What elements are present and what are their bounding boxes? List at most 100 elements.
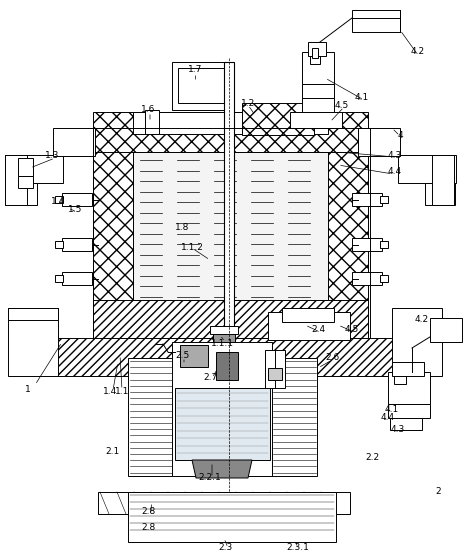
Text: 4.4: 4.4 — [388, 167, 402, 176]
Text: 2.2: 2.2 — [365, 454, 379, 463]
Text: 1.5: 1.5 — [68, 205, 82, 214]
Text: 4.4: 4.4 — [381, 413, 395, 422]
Text: 2.8: 2.8 — [141, 522, 155, 532]
Bar — [430, 318, 462, 342]
Bar — [178, 68, 224, 103]
Text: 2.7: 2.7 — [203, 373, 217, 382]
Bar — [388, 372, 430, 404]
Bar — [432, 155, 454, 205]
Bar — [290, 112, 342, 128]
Bar — [98, 492, 350, 514]
Bar — [128, 358, 173, 476]
Bar — [8, 308, 58, 320]
Bar — [178, 514, 286, 542]
Bar — [392, 362, 424, 376]
Text: 4: 4 — [397, 131, 403, 140]
Text: 2.6: 2.6 — [325, 354, 339, 363]
Text: 4.5: 4.5 — [335, 100, 349, 109]
Text: 4.1: 4.1 — [355, 94, 369, 103]
Text: 2: 2 — [435, 488, 441, 497]
Bar — [394, 376, 406, 384]
Bar — [282, 308, 334, 322]
Bar — [93, 112, 368, 152]
Bar — [265, 350, 285, 388]
Text: 1.8: 1.8 — [175, 224, 189, 233]
Bar — [128, 492, 336, 542]
Bar — [352, 193, 382, 206]
Text: 1: 1 — [25, 386, 31, 395]
Text: 4.1: 4.1 — [385, 406, 399, 415]
Text: 2.4: 2.4 — [311, 325, 325, 334]
Text: 1.3: 1.3 — [45, 151, 59, 160]
Bar — [172, 62, 230, 110]
Text: 4.3: 4.3 — [388, 151, 402, 160]
Bar — [18, 176, 33, 188]
Text: 2.8: 2.8 — [141, 507, 155, 517]
Bar — [216, 352, 238, 380]
Bar — [5, 155, 27, 205]
Bar — [53, 128, 95, 156]
Bar — [62, 238, 92, 251]
Bar — [425, 183, 455, 205]
Bar — [302, 98, 334, 112]
Bar — [398, 155, 456, 183]
Bar — [308, 42, 326, 56]
Bar — [328, 128, 368, 338]
Bar — [310, 56, 320, 64]
Text: 2.3.1: 2.3.1 — [287, 543, 309, 552]
Text: 4.3: 4.3 — [391, 426, 405, 435]
Text: 1.4: 1.4 — [103, 387, 117, 397]
Polygon shape — [192, 460, 252, 478]
Bar — [5, 155, 63, 183]
Text: 1.1: 1.1 — [115, 387, 129, 397]
Text: 1.1.1: 1.1.1 — [211, 339, 233, 348]
Bar — [312, 48, 318, 58]
Bar — [172, 342, 272, 476]
Bar — [213, 330, 235, 365]
Bar — [55, 196, 63, 203]
Bar — [18, 158, 33, 176]
Bar — [8, 308, 58, 376]
Text: 1.4: 1.4 — [51, 198, 65, 206]
Bar — [272, 358, 317, 476]
Text: 1.6: 1.6 — [141, 105, 155, 114]
Bar — [62, 193, 92, 206]
Text: 2.5: 2.5 — [175, 350, 189, 359]
Bar — [380, 196, 388, 203]
Text: 2.2.1: 2.2.1 — [199, 474, 221, 483]
Bar — [93, 300, 368, 338]
Bar — [392, 308, 442, 376]
Bar — [55, 275, 63, 282]
Bar — [62, 272, 92, 285]
Text: 1.1.2: 1.1.2 — [180, 243, 204, 253]
Bar — [352, 238, 382, 251]
Bar — [380, 241, 388, 248]
Bar — [133, 112, 328, 134]
Bar — [5, 183, 37, 205]
Bar — [55, 241, 63, 248]
Text: 4.2: 4.2 — [411, 47, 425, 56]
Text: 4.2: 4.2 — [415, 315, 429, 325]
Bar — [388, 404, 430, 418]
Bar — [175, 388, 270, 460]
Text: 1.7: 1.7 — [188, 65, 202, 75]
Bar — [210, 326, 238, 334]
Bar — [380, 275, 388, 282]
Bar — [180, 345, 208, 367]
Bar — [224, 62, 234, 342]
Text: 4.5: 4.5 — [345, 325, 359, 334]
Bar — [352, 272, 382, 285]
Text: 1.2: 1.2 — [241, 99, 255, 108]
Bar — [93, 128, 133, 338]
Bar — [145, 110, 159, 134]
Text: 2.1: 2.1 — [105, 448, 119, 456]
Bar — [390, 418, 422, 430]
Bar — [55, 338, 393, 376]
Bar — [268, 312, 350, 340]
Bar — [302, 52, 334, 84]
Bar — [352, 10, 400, 32]
Bar — [242, 103, 314, 135]
Bar — [188, 508, 276, 520]
Bar — [302, 84, 334, 98]
Bar — [268, 368, 282, 380]
